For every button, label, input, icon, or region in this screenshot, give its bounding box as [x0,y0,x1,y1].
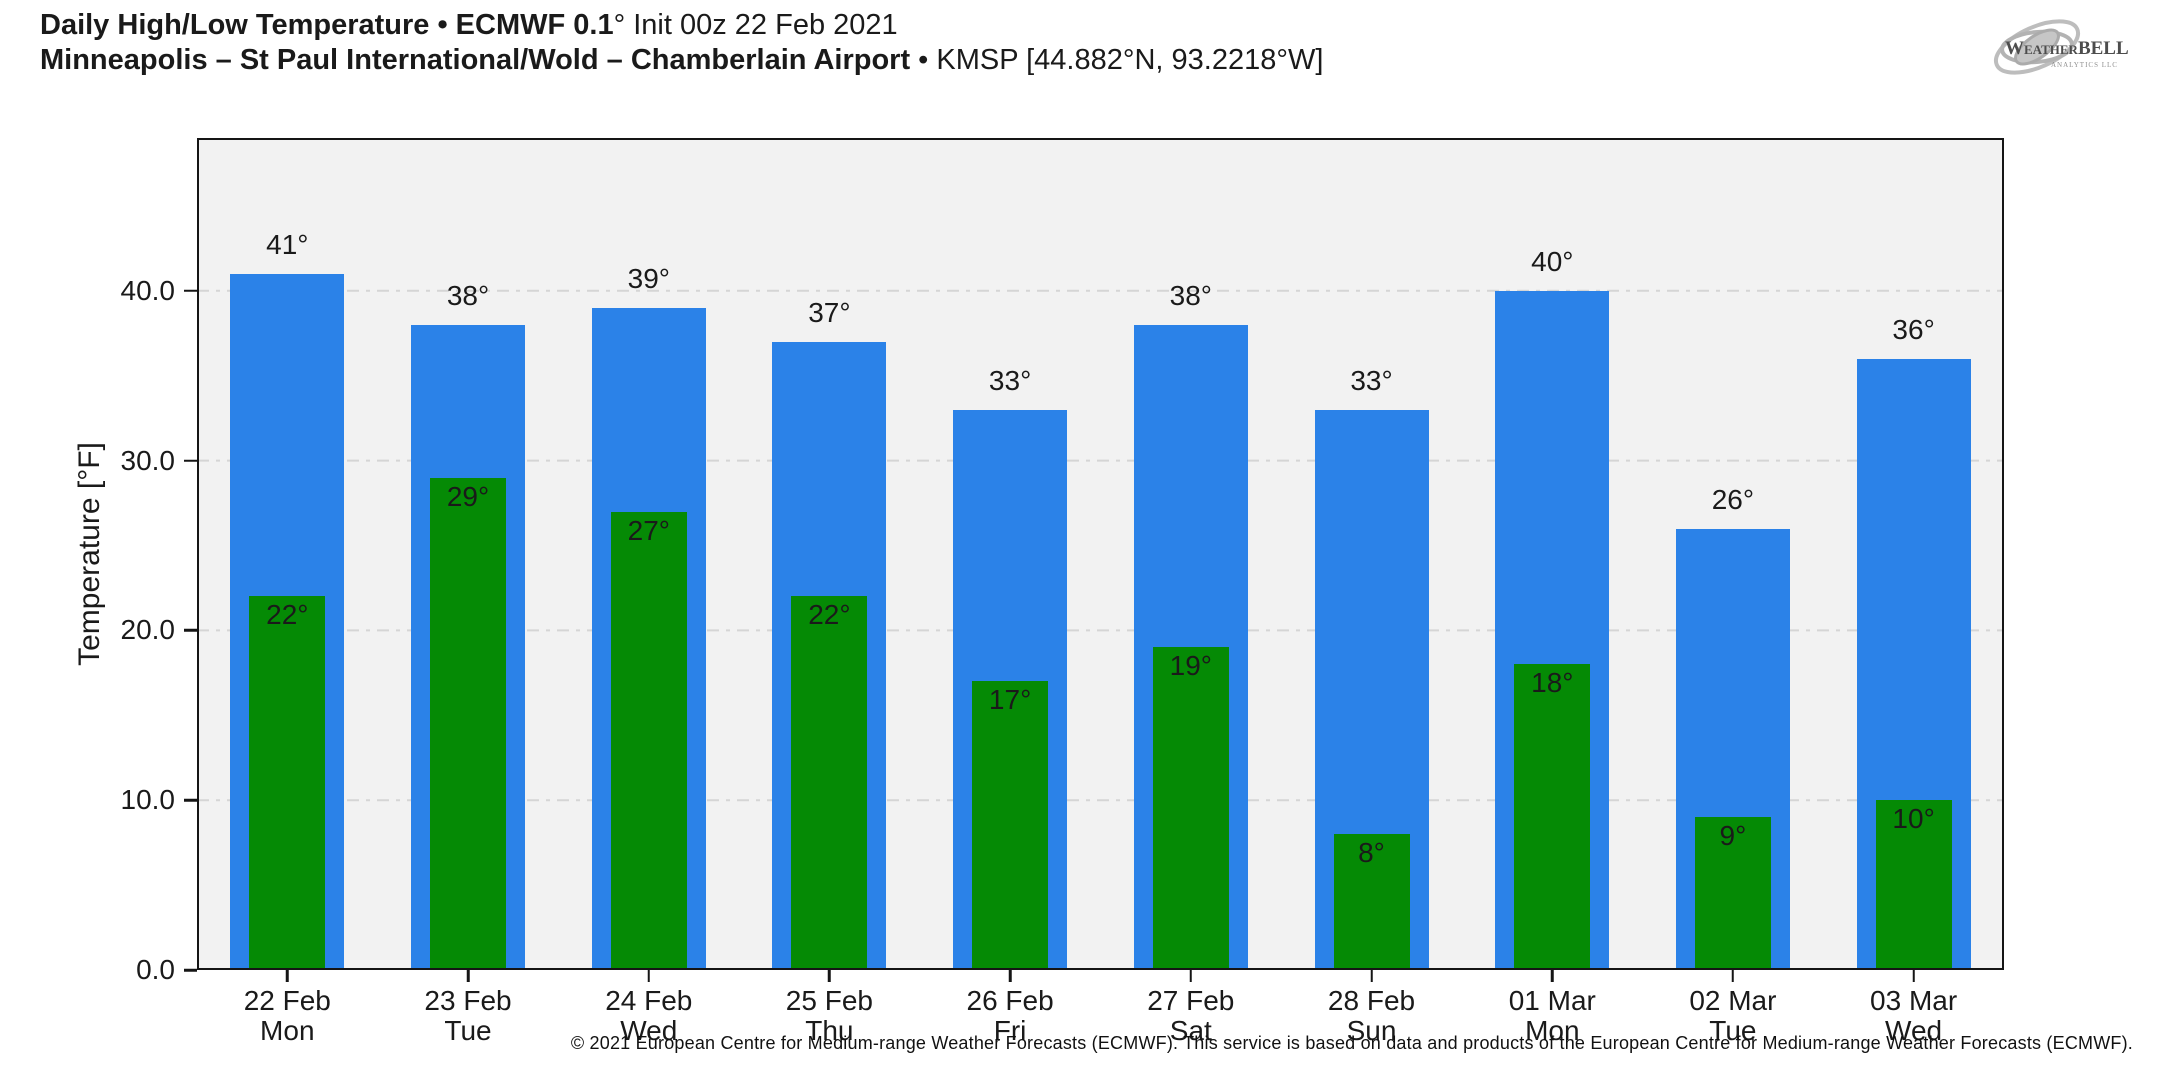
logo-wordmark: WeatherBELL [2005,38,2129,59]
x-tick-label: 25 Feb Thu [786,986,873,1046]
logo-tagline: ANALYTICS LLC [2051,61,2118,69]
x-tick [286,970,289,982]
low-bar-01-Mar [1514,664,1591,970]
low-bar-23-Feb [430,477,506,970]
x-tick-day: Sun [1346,1015,1397,1046]
low-value-label: 22° [808,599,851,631]
x-tick-label: 22 Feb Mon [244,986,331,1046]
x-tick-day: Tue [1709,1015,1757,1046]
low-value-label: 18° [1531,667,1574,699]
high-value-label: 40° [1531,245,1574,277]
x-tick-date: 23 Feb [424,985,512,1016]
temperature-bar-chart: 41° 22° 38° 29° 39° 27° 37° 22° 33° 17° 38° 19° 33° 8… [121,138,2004,1046]
weatherbell-logo: WeatherBELL ANALYTICS LLC [1993,19,2129,75]
x-tick-date: 22 Feb [243,985,331,1016]
low-bar-03-Mar [1875,800,1952,970]
low-bar-24-Feb [610,511,687,970]
x-tick [828,970,831,982]
low-bar-27-Feb [1152,647,1229,970]
x-tick-label: 03 Mar Wed [1870,986,1957,1046]
x-tick-day: Wed [620,1015,678,1046]
x-tick-label: 28 Feb Sun [1328,986,1415,1046]
x-tick-date: 25 Feb [785,985,873,1016]
chart-title: Daily High/Low Temperature • ECMWF 0.1° … [40,8,1323,43]
x-tick-label: 24 Feb Wed [605,986,692,1046]
x-tick-date: 28 Feb [1327,985,1416,1016]
high-value-label: 39° [627,262,670,294]
x-tick-label: 27 Feb Sat [1147,986,1234,1046]
high-value-label: 33° [1350,364,1393,396]
x-tick-date: 03 Mar [1870,985,1958,1016]
low-value-label: 27° [627,514,670,546]
low-bar-28-Feb [1333,834,1410,970]
x-tick-day: Wed [1885,1015,1943,1046]
x-tick [1008,970,1012,982]
x-tick-label: 02 Mar Tue [1689,986,1776,1046]
high-value-label: 26° [1711,483,1755,515]
x-tick-day: Sat [1169,1015,1212,1046]
y-tick-label: 20.0 [120,614,176,646]
low-bar-22-Feb [249,596,326,970]
low-bar-02-Mar [1694,817,1771,970]
x-tick-date: 24 Feb [605,985,693,1016]
x-tick-day: Fri [993,1015,1027,1046]
y-axis-label: Temperature [°F] [73,442,106,666]
station-name: Minneapolis – St Paul International/Wold… [40,44,911,76]
station-subtitle: Minneapolis – St Paul International/Wold… [40,43,1323,78]
high-value-label: 37° [808,296,851,328]
y-tick [184,459,197,462]
low-value-label: 22° [266,599,309,631]
low-value-label: 8° [1358,837,1385,869]
high-value-label: 38° [446,279,490,311]
x-tick [1189,970,1193,982]
plot-area: 41° 22° 38° 29° 39° 27° 37° 22° 33° 17° 38° 19° 33° 8… [197,138,2004,970]
y-tick [184,289,197,293]
y-tick-label: 40.0 [120,274,176,306]
x-tick-day: Thu [805,1015,854,1046]
low-value-label: 10° [1892,803,1935,835]
low-value-label: 19° [1169,650,1212,682]
x-tick [1731,970,1735,982]
x-tick [1370,970,1373,982]
x-tick-day: Tue [444,1015,492,1046]
low-value-label: 29° [446,480,490,512]
x-tick [1912,970,1915,982]
figure-header: Daily High/Low Temperature • ECMWF 0.1° … [40,8,1323,78]
high-value-label: 38° [1169,279,1212,311]
x-tick-date: 02 Mar [1689,985,1777,1016]
x-tick-label: 26 Feb Fri [967,986,1054,1046]
low-bar-25-Feb [791,596,868,970]
x-tick [1551,970,1554,982]
x-tick [647,970,651,982]
x-tick-date: 01 Mar [1508,985,1596,1016]
y-tick [184,629,197,632]
y-tick [184,968,197,972]
y-tick-label: 10.0 [120,784,176,816]
x-tick-day: Mon [260,1015,315,1046]
x-tick-date: 26 Feb [966,985,1054,1016]
y-tick [184,798,197,802]
y-tick-label: 30.0 [120,444,176,476]
low-bar-26-Feb [972,681,1049,970]
chart-title-bold: Daily High/Low Temperature • ECMWF 0.1 [40,9,614,41]
station-coords: • KMSP [44.882°N, 93.2218°W] [910,44,1324,76]
y-tick-label: 0.0 [136,954,175,985]
x-tick-date: 27 Feb [1147,985,1235,1016]
low-value-label: 17° [988,684,1032,716]
low-value-label: 9° [1719,820,1747,852]
high-value-label: 41° [266,228,309,260]
x-tick [466,970,470,982]
chart-title-init: ° Init 00z 22 Feb 2021 [613,9,898,41]
high-value-label: 33° [988,364,1032,396]
x-tick-label: 01 Mar Mon [1509,986,1596,1046]
swirl-icon [1993,19,2081,75]
x-tick-day: Mon [1525,1015,1580,1046]
high-value-label: 36° [1892,313,1935,345]
x-tick-label: 23 Feb Tue [424,986,511,1046]
copyright-footer: © 2021 European Centre for Medium-range … [570,1033,2133,1053]
